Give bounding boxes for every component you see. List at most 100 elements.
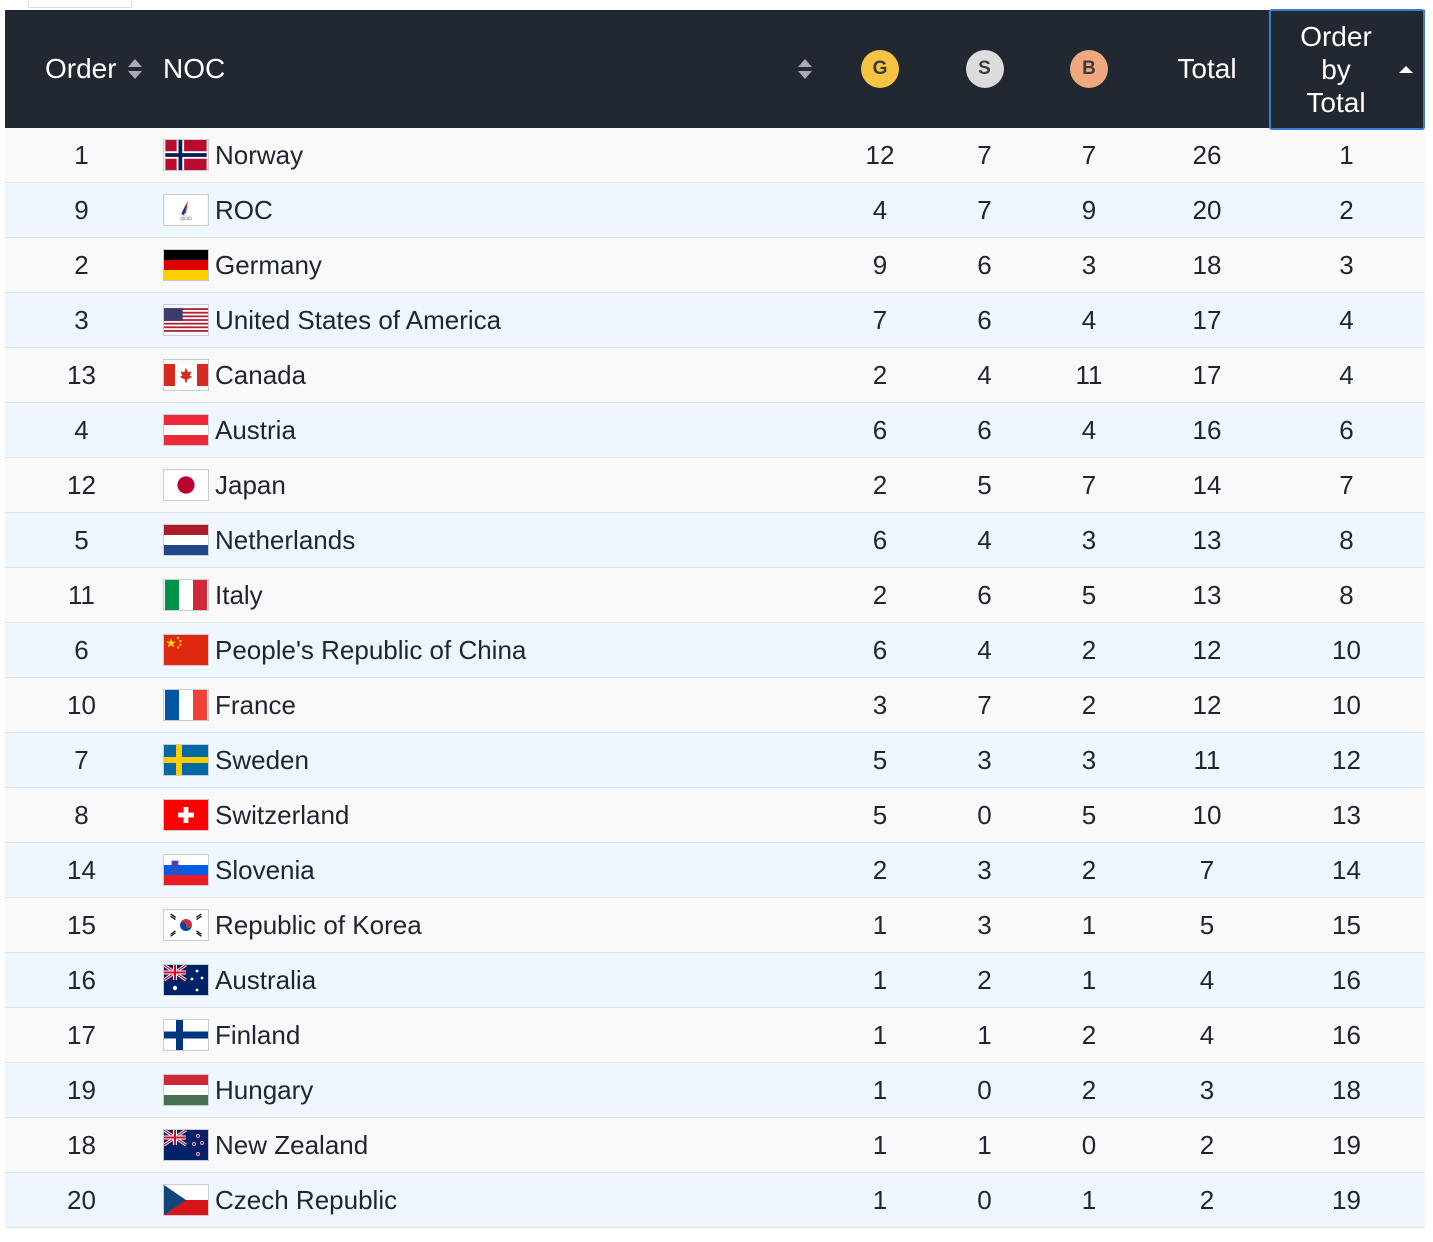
table-row[interactable]: 7 Sweden 5 3 3 11 12 [5,732,1425,788]
table-row[interactable]: 1 Norway 12 7 7 26 1 [5,128,1425,183]
table-row[interactable]: 9 ROC 4 7 9 20 2 [5,182,1425,238]
bronze-count-cell: 4 [1032,402,1146,458]
gold-count-cell: 2 [823,567,937,623]
country-name[interactable]: United States of America [215,304,502,335]
country-name[interactable]: Italy [215,579,263,610]
table-row[interactable]: 14 Slovenia 2 3 2 7 14 [5,842,1425,898]
bronze-count-cell: 3 [1032,732,1146,788]
table-row[interactable]: 11 Italy 2 6 5 13 8 [5,567,1425,623]
order-by-total-column-header[interactable]: Order by Total [1268,9,1425,130]
country-name[interactable]: Japan [215,469,286,500]
rank-by-total-cell: 15 [1268,897,1425,953]
silver-count-cell: 3 [937,897,1032,953]
noc-cell: ROC [158,182,823,238]
order-cell: 12 [5,457,158,513]
bronze-count-cell: 2 [1032,1007,1146,1063]
order-by-total-label-line: Order [1300,21,1372,52]
country-name[interactable]: Australia [215,964,317,995]
noc-cell: Norway [158,128,823,183]
total-count-cell: 12 [1146,622,1268,678]
table-row[interactable]: 4 Austria 6 6 4 16 6 [5,402,1425,458]
order-cell: 2 [5,237,158,293]
country-name[interactable]: Sweden [215,744,309,775]
country-name[interactable]: New Zealand [215,1129,369,1160]
table-row[interactable]: 5 Netherlands 6 4 3 13 8 [5,512,1425,568]
country-name[interactable]: Norway [215,139,304,170]
gold-count-cell: 6 [823,512,937,568]
gold-count-cell: 1 [823,952,937,1008]
table-row[interactable]: 16 Australia 1 2 1 4 16 [5,952,1425,1008]
total-count-cell: 17 [1146,292,1268,348]
table-row[interactable]: 3 United States of America 7 6 4 17 4 [5,292,1425,348]
table-row[interactable]: 15 Republic of Korea 1 3 1 5 15 [5,897,1425,953]
country-name[interactable]: Germany [215,249,322,280]
table-row[interactable]: 12 Japan 2 5 7 14 7 [5,457,1425,513]
country-name[interactable]: France [215,689,296,720]
country-name[interactable]: Hungary [215,1074,314,1105]
gold-column-header[interactable]: G [823,10,937,128]
sort-icon[interactable] [127,58,143,80]
country-name[interactable]: Republic of Korea [215,909,422,940]
france-flag-icon [164,690,208,720]
order-column-header[interactable]: Order [5,10,158,128]
country-name[interactable]: Czech Republic [215,1184,398,1215]
total-count-cell: 2 [1146,1117,1268,1173]
silver-count-cell: 1 [937,1117,1032,1173]
gold-count-cell: 1 [823,897,937,953]
table-row[interactable]: 10 France 3 7 2 12 10 [5,677,1425,733]
norway-flag-icon [164,140,208,170]
bronze-count-cell: 0 [1032,1117,1146,1173]
rank-by-total-cell: 16 [1268,1007,1425,1063]
table-row[interactable]: 18 New Zealand 1 1 0 2 19 [5,1117,1425,1173]
table-row[interactable]: 20 Czech Republic 1 0 1 2 19 [5,1172,1425,1228]
rank-by-total-cell: 1 [1268,128,1425,183]
bronze-count-cell: 5 [1032,787,1146,843]
noc-column-header[interactable]: NOC [158,10,823,128]
total-count-cell: 7 [1146,842,1268,898]
noc-cell: New Zealand [158,1117,823,1173]
country-name[interactable]: Netherlands [215,524,356,555]
table-row[interactable]: 6 People's Republic of China 6 4 2 12 10 [5,622,1425,678]
silver-count-cell: 0 [937,787,1032,843]
bronze-count-cell: 9 [1032,182,1146,238]
bronze-count-cell: 2 [1032,842,1146,898]
table-row[interactable]: 8 Switzerland 5 0 5 10 13 [5,787,1425,843]
gold-count-cell: 9 [823,237,937,293]
order-cell: 15 [5,897,158,953]
hungary-flag-icon [164,1075,208,1105]
silver-column-header[interactable]: S [937,10,1032,128]
total-column-header[interactable]: Total [1146,10,1268,128]
bronze-column-header[interactable]: B [1032,10,1146,128]
bronze-count-cell: 3 [1032,237,1146,293]
silver-count-cell: 6 [937,292,1032,348]
order-cell: 1 [5,128,158,183]
country-name[interactable]: ROC [215,194,273,225]
silver-medal-icon: S [965,50,1004,88]
sort-ascending-icon[interactable] [1399,66,1413,73]
total-count-cell: 26 [1146,128,1268,183]
rank-by-total-cell: 18 [1268,1062,1425,1118]
country-name[interactable]: Finland [215,1019,301,1050]
bronze-count-cell: 3 [1032,512,1146,568]
order-cell: 18 [5,1117,158,1173]
table-row[interactable]: 13 Canada 2 4 11 17 4 [5,347,1425,403]
bronze-count-cell: 4 [1032,292,1146,348]
noc-header-label: NOC [163,53,226,84]
country-name[interactable]: Canada [215,359,307,390]
table-row[interactable]: 17 Finland 1 1 2 4 16 [5,1007,1425,1063]
table-row[interactable]: 2 Germany 9 6 3 18 3 [5,237,1425,293]
gold-count-cell: 2 [823,457,937,513]
noc-cell: People's Republic of China [158,622,823,678]
sort-icon[interactable] [797,58,813,80]
korea-flag-icon [164,910,208,940]
rank-by-total-cell: 16 [1268,952,1425,1008]
country-name[interactable]: Switzerland [215,799,350,830]
country-name[interactable]: People's Republic of China [215,634,527,665]
country-name[interactable]: Austria [215,414,296,445]
noc-cell: Netherlands [158,512,823,568]
table-row[interactable]: 19 Hungary 1 0 2 3 18 [5,1062,1425,1118]
country-name[interactable]: Slovenia [215,854,315,885]
total-count-cell: 3 [1146,1062,1268,1118]
order-cell: 10 [5,677,158,733]
sweden-flag-icon [164,745,208,775]
